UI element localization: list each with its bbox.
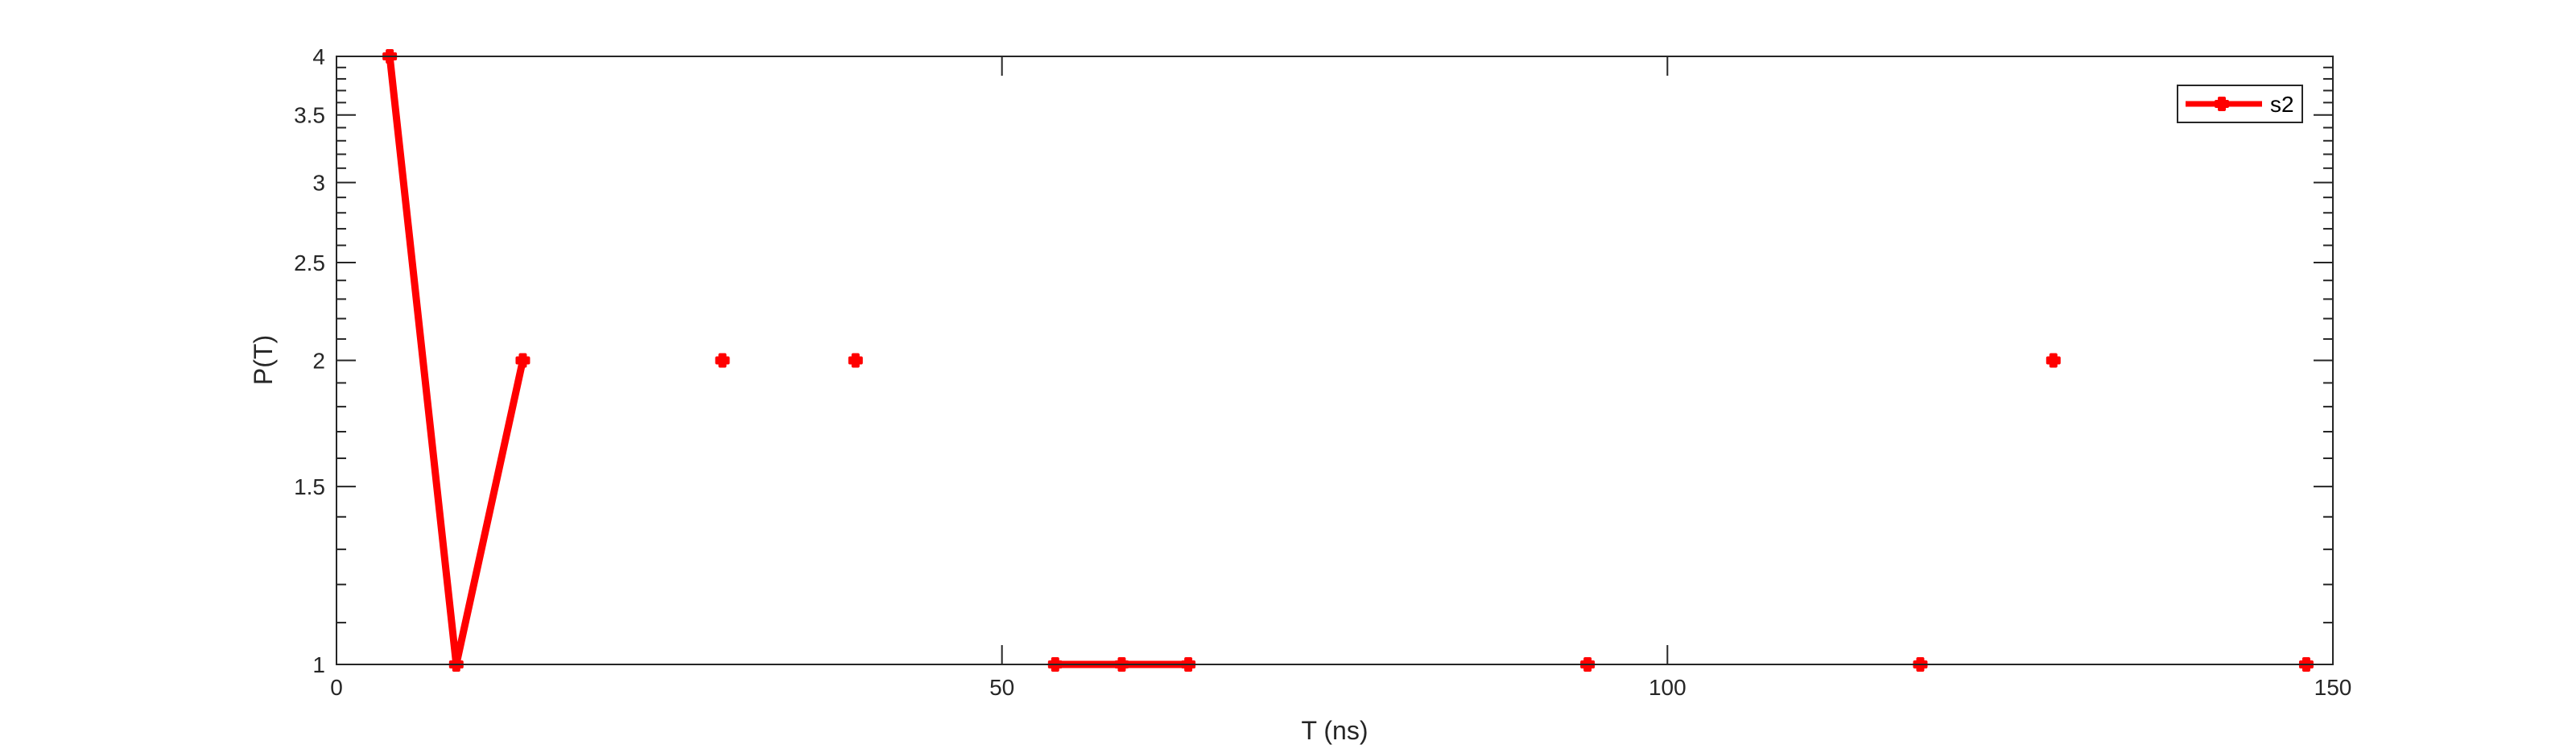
legend: s2: [2177, 85, 2303, 123]
plot-area: [336, 56, 2333, 664]
legend-marker-s2: [2215, 97, 2229, 111]
minor-ticks: [336, 66, 2333, 624]
y-axis-label: P(T): [249, 335, 278, 385]
y-tick-label: 3.5: [294, 103, 325, 128]
y-tick-label: 4: [312, 44, 325, 69]
x-tick-label: 0: [330, 675, 343, 700]
data-point-s2: [715, 353, 730, 368]
x-tick-label: 150: [2314, 675, 2352, 700]
data-point-s2: [515, 353, 530, 368]
x-axis-label: T (ns): [1302, 716, 1368, 745]
x-tick-label: 100: [1649, 675, 1686, 700]
y-tick-label: 2.5: [294, 250, 325, 275]
plot-frame: [336, 56, 2334, 665]
y-tick-label: 2: [312, 349, 325, 374]
data-point-s2: [2046, 353, 2061, 368]
y-tick-labels: 1 1.5 2 2.5 3 3.5 4: [294, 44, 325, 677]
y-tick-label: 1.5: [294, 474, 325, 499]
y-tick-label: 1: [312, 652, 325, 677]
legend-entry-s2: s2: [2270, 92, 2294, 117]
y-tick-label: 3: [312, 171, 325, 196]
data-point-s2: [848, 353, 863, 368]
x-tick-labels: 0 50 100 150: [330, 675, 2351, 700]
x-tick-label: 50: [989, 675, 1014, 700]
